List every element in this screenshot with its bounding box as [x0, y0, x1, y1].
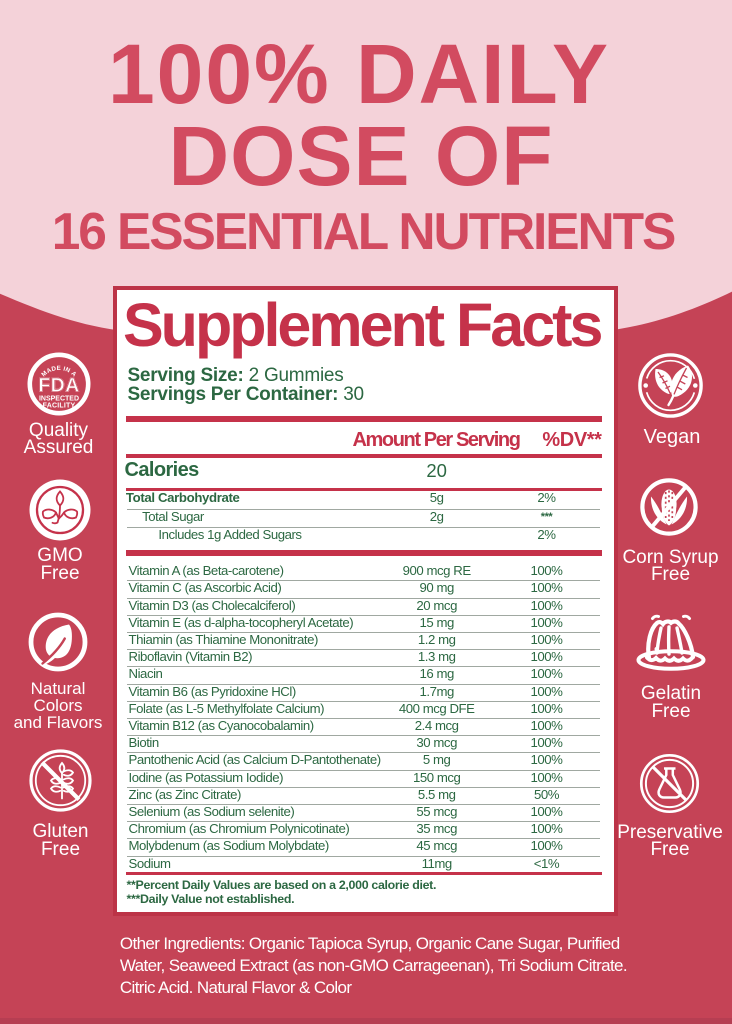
svg-text:INSPECTED: INSPECTED	[39, 395, 79, 402]
svg-text:FDA: FDA	[38, 374, 79, 396]
svg-text:FDA: FDA	[38, 374, 79, 396]
svg-text:FACILITY: FACILITY	[43, 402, 76, 409]
